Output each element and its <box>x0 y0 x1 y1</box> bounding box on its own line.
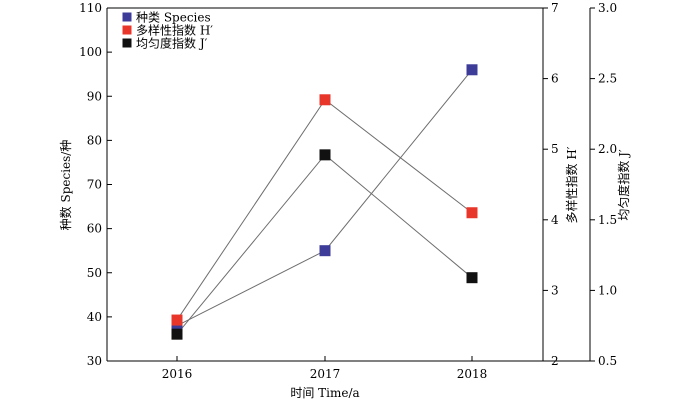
series-1-point <box>319 245 331 257</box>
legend-marker <box>122 38 132 48</box>
left-axis-tick-label: 60 <box>87 222 102 236</box>
left-axis-tick-label: 100 <box>79 45 102 59</box>
right-axis-j-tick-label: 3.0 <box>598 1 617 15</box>
right-axis-j-tick-label: 2.0 <box>598 142 617 156</box>
series-3-point <box>466 272 478 284</box>
series-markers <box>171 64 478 340</box>
axes: 30 40 50 60 70 80 90 100 110 2 3 4 5 6 7 0.5 1.0 1.5 2.0 2.… <box>58 1 631 400</box>
series-1-point <box>466 64 478 76</box>
right-axis-h-tick-label: 5 <box>551 142 559 156</box>
legend-label: 均匀度指数 J′ <box>136 36 208 51</box>
right-axis-h-tick-label: 3 <box>551 283 559 297</box>
series-1-point <box>171 320 183 332</box>
series-3-point <box>171 328 183 340</box>
right-axis-h-tick-label: 6 <box>551 72 559 86</box>
right-axis-j-title: 均匀度指数 J′ <box>616 149 631 221</box>
legend-marker <box>122 12 132 22</box>
series-lines <box>176 69 473 335</box>
legend-marker <box>122 25 132 35</box>
x-axis-tick-label: 2016 <box>162 367 193 381</box>
right-axis-j-tick-label: 2.5 <box>598 72 617 86</box>
right-axis-j-tick-label: 1.0 <box>598 283 617 297</box>
series-line-2 <box>176 99 473 321</box>
left-axis-tick-label: 110 <box>79 1 102 15</box>
x-axis-title: 时间 Time/a <box>290 386 359 400</box>
left-axis-title: 种数 Species/种 <box>58 140 73 231</box>
series-line-3 <box>176 154 473 335</box>
right-axis-h-tick-label: 2 <box>551 354 559 368</box>
left-axis-tick-label: 70 <box>87 178 102 192</box>
x-axis-tick-label: 2017 <box>310 367 341 381</box>
left-axis-tick-label: 90 <box>87 89 102 103</box>
left-axis-tick-label: 80 <box>87 133 102 147</box>
x-axis-tick-label: 2018 <box>457 367 488 381</box>
series-2-point <box>466 207 478 219</box>
left-axis-tick-label: 30 <box>87 354 102 368</box>
series-2-point <box>171 314 183 326</box>
legend-label: 多样性指数 H′ <box>136 23 213 38</box>
legend-label: 种类 Species <box>136 11 211 25</box>
left-axis-tick-label: 40 <box>87 310 102 324</box>
right-axis-h-tick-label: 7 <box>551 1 559 15</box>
right-axis-h-title: 多样性指数 H′ <box>564 146 579 223</box>
right-axis-h-tick-label: 4 <box>551 213 559 227</box>
right-axis-j-tick-label: 1.5 <box>598 213 617 227</box>
series-line-1 <box>176 69 473 327</box>
series-3-point <box>319 149 331 161</box>
right-axis-j-tick-label: 0.5 <box>598 354 617 368</box>
left-axis-tick-label: 50 <box>87 266 102 280</box>
series-2-point <box>319 94 331 106</box>
